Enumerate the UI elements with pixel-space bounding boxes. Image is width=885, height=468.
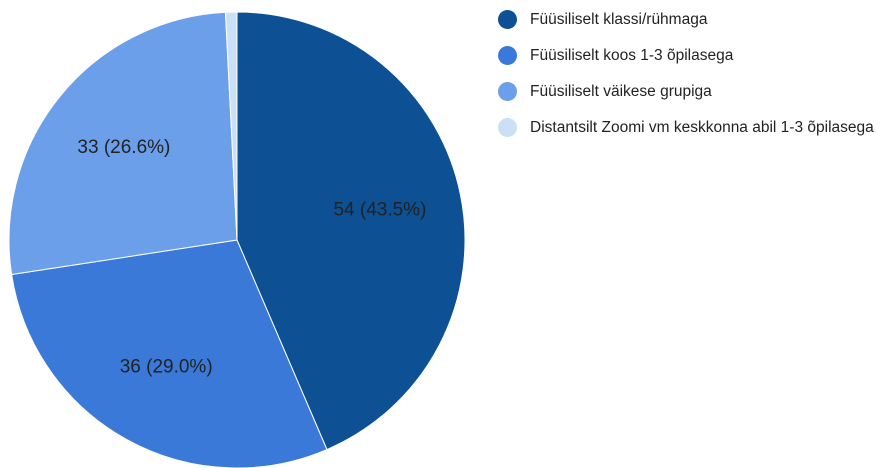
legend-swatch [498,10,517,29]
legend-swatch [498,82,517,101]
pie-slice [11,239,328,468]
legend-label: Füüsiliselt koos 1-3 õpilasega [530,47,734,64]
legend-swatch [498,118,517,137]
legend-item: Füüsiliselt klassi/rühmaga [498,10,878,29]
pie-slice [224,11,238,241]
pie-slice [8,11,238,276]
legend: Füüsiliselt klassi/rühmaga Füüsiliselt ko… [498,10,878,154]
legend-item: Füüsiliselt väikese grupiga [498,82,878,101]
data-label: 33 (26.6%) [77,137,170,158]
legend-item: Füüsiliselt koos 1-3 õpilasega [498,46,878,65]
legend-label: Füüsiliselt klassi/rühmaga [530,11,708,28]
pie-slice [236,11,466,451]
legend-swatch [498,46,517,65]
legend-item: Distantsilt Zoomi vm keskkonna abil 1-3 … [498,118,878,137]
legend-label: Füüsiliselt väikese grupiga [530,83,712,100]
data-label: 54 (43.5%) [333,200,426,221]
legend-label: Distantsilt Zoomi vm keskkonna abil 1-3 … [530,119,874,136]
data-label: 36 (29.0%) [120,357,213,378]
